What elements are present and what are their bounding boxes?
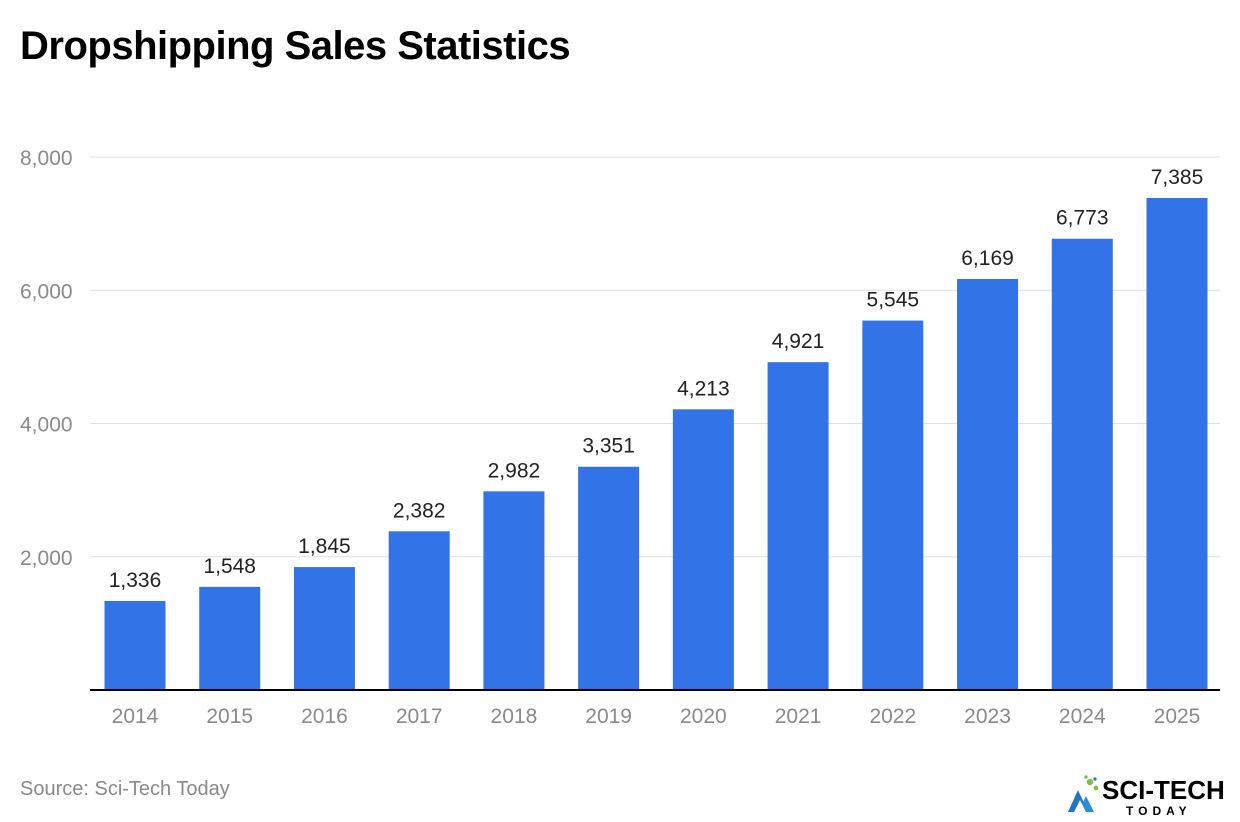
x-tick-label: 2020 bbox=[680, 705, 727, 728]
data-label: 4,213 bbox=[677, 377, 730, 400]
bar-chart: 2,000 4,000 6,000 8,000 1,336 1,548 1,845 2,38… bbox=[20, 147, 1220, 728]
data-label: 1,336 bbox=[109, 569, 162, 592]
data-label: 6,169 bbox=[961, 247, 1014, 270]
x-tick-label: 2025 bbox=[1154, 705, 1201, 728]
data-label: 4,921 bbox=[772, 330, 825, 353]
x-tick-label: 2024 bbox=[1059, 705, 1106, 728]
logo-tagline-text: TODAY bbox=[1126, 804, 1192, 818]
bar-2020 bbox=[672, 409, 734, 690]
y-tick-label: 2,000 bbox=[20, 547, 73, 570]
x-tick-label: 2017 bbox=[396, 705, 443, 728]
bar-2025 bbox=[1146, 197, 1208, 691]
data-label: 2,382 bbox=[393, 499, 446, 522]
x-axis-ticks: 2014 2015 2016 2017 2018 2019 2020 2021 2022 2023… bbox=[112, 705, 1201, 728]
y-tick-label: 6,000 bbox=[20, 280, 73, 303]
x-tick-label: 2016 bbox=[301, 705, 348, 728]
data-label: 6,773 bbox=[1056, 207, 1109, 230]
chart-title: Dropshipping Sales Statistics bbox=[20, 24, 571, 68]
bar-2014 bbox=[104, 600, 166, 690]
data-labels: 1,336 1,548 1,845 2,382 2,982 3,351 4,213 4,921… bbox=[109, 166, 1204, 592]
data-label: 1,845 bbox=[298, 535, 351, 558]
sci-tech-today-logo: SCI-TECH TODAY bbox=[1068, 775, 1225, 818]
data-label: 2,982 bbox=[488, 459, 541, 482]
x-tick-label: 2015 bbox=[206, 705, 253, 728]
bar-2019 bbox=[578, 466, 640, 690]
bar-2023 bbox=[957, 278, 1019, 690]
data-label: 1,548 bbox=[203, 555, 256, 578]
x-tick-label: 2018 bbox=[491, 705, 538, 728]
bar-2015 bbox=[199, 586, 261, 690]
source-note: Source: Sci-Tech Today bbox=[20, 778, 230, 800]
data-label: 3,351 bbox=[582, 435, 635, 458]
y-tick-label: 4,000 bbox=[20, 414, 73, 437]
x-tick-label: 2021 bbox=[775, 705, 822, 728]
logo-brand-text: SCI-TECH bbox=[1102, 775, 1225, 805]
bars bbox=[104, 197, 1208, 691]
y-tick-label: 8,000 bbox=[20, 147, 73, 170]
bar-2016 bbox=[293, 567, 355, 690]
logo-mark-icon bbox=[1068, 775, 1099, 812]
bar-2022 bbox=[862, 320, 924, 690]
x-tick-label: 2022 bbox=[869, 705, 916, 728]
bar-2024 bbox=[1051, 238, 1113, 690]
bar-2018 bbox=[483, 491, 545, 690]
y-axis-ticks: 2,000 4,000 6,000 8,000 bbox=[20, 147, 73, 570]
x-tick-label: 2014 bbox=[112, 705, 159, 728]
bar-2017 bbox=[388, 531, 450, 690]
data-label: 5,545 bbox=[867, 289, 920, 312]
gridlines bbox=[90, 156, 1220, 558]
x-tick-label: 2019 bbox=[585, 705, 632, 728]
data-label: 7,385 bbox=[1151, 166, 1204, 189]
bar-2021 bbox=[767, 362, 829, 690]
x-tick-label: 2023 bbox=[964, 705, 1011, 728]
